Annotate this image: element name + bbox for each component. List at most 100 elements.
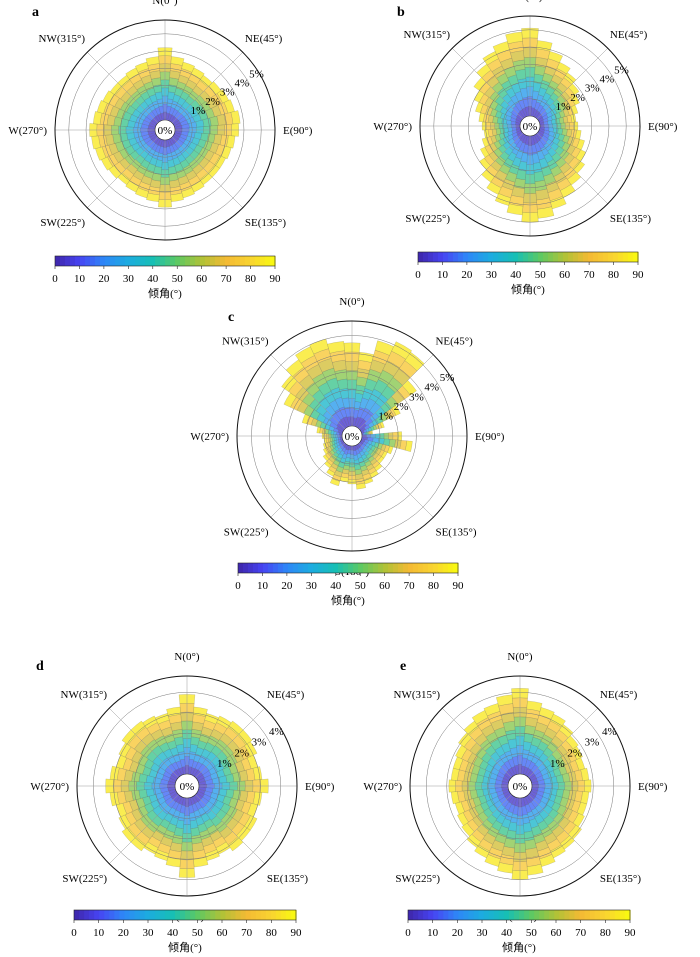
colorbar-tick-label: 40 <box>510 269 522 281</box>
radial-tick-label: 5% <box>249 68 264 80</box>
colorbar-tick-label: 60 <box>559 269 571 281</box>
grid-spoke <box>452 48 524 120</box>
radial-tick-label: 1% <box>378 411 393 423</box>
radial-tick-label: 2% <box>570 92 585 104</box>
colorbar-tick-label: 60 <box>551 927 563 939</box>
outer-circle <box>409 675 631 897</box>
direction-label: NE(45°) <box>435 336 473 348</box>
direction-label: NE(45°) <box>600 689 638 701</box>
rose-petal <box>532 51 563 118</box>
colorbar-tick-label: 50 <box>355 580 367 592</box>
radial-tick-label: 5% <box>440 372 455 384</box>
colorbar-label: 倾角(°) <box>331 594 365 607</box>
panel-label: e <box>400 659 406 674</box>
colorbar-tick-label: 80 <box>266 927 278 939</box>
rose-panel-b: b 0% 1%2%3%4%5% N(0°) NE(45°) E(90°) SE(135°) S… <box>373 0 677 296</box>
colorbar-tick-label: 30 <box>123 273 135 285</box>
direction-label: NW(315°) <box>394 689 441 701</box>
rose-petal <box>281 374 346 431</box>
colorbar-tick-label: 20 <box>461 269 473 281</box>
colorbar-tick-label: 30 <box>143 927 155 939</box>
rose-petal <box>356 341 412 428</box>
colorbar-tick-label: 60 <box>379 580 391 592</box>
rose-petal <box>480 130 522 158</box>
rose-petal <box>166 706 187 775</box>
rose-petal <box>309 338 350 428</box>
rose-petal <box>535 72 577 120</box>
rose-petal <box>455 788 510 815</box>
radial-tick-label: 3% <box>220 87 235 99</box>
radial-tick-label: 1% <box>556 101 571 113</box>
rose-petal <box>195 729 253 780</box>
direction-label: N(0°) <box>152 0 178 7</box>
rose-petal <box>187 706 208 775</box>
rose-petal <box>522 707 555 776</box>
grid-spoke <box>358 354 434 430</box>
grid-spoke <box>442 708 512 778</box>
rose-petal <box>110 82 159 125</box>
colorbar-tick-label: 20 <box>452 927 464 939</box>
colorbar-tick-label: 80 <box>245 273 257 285</box>
colorbar-tick-label: 30 <box>486 269 498 281</box>
grid-spoke <box>109 794 179 864</box>
rose-petal <box>538 94 580 122</box>
radial-tick-label: 4% <box>602 726 617 738</box>
direction-label: SW(225°) <box>224 526 269 538</box>
colorbar-label: 倾角(°) <box>148 287 182 300</box>
grid-spoke <box>171 52 243 124</box>
rose-petal <box>361 436 413 452</box>
colorbar-label: 倾角(°) <box>502 941 536 954</box>
direction-label: NW(315°) <box>222 336 269 348</box>
grid-spoke <box>358 442 434 518</box>
rose-petal <box>96 100 157 128</box>
direction-label: W(270°) <box>8 125 47 137</box>
rose-petal <box>481 132 525 183</box>
rose-petal <box>453 756 510 784</box>
rose-panel-c: c 0% 1%2%3%4%5% N(0°) NE(45°) E(90°) SE(135°) S… <box>190 296 504 607</box>
colorbar-tick-label: 0 <box>235 580 241 592</box>
radial-tick-label: 1% <box>191 105 206 117</box>
direction-label: W(270°) <box>190 431 229 443</box>
direction-label: SW(225°) <box>405 213 450 225</box>
radial-tick-label: 2% <box>394 401 409 413</box>
rose-petal <box>125 67 161 122</box>
grid-spoke <box>87 136 159 208</box>
radial-tick-label: 4% <box>600 74 615 86</box>
rose-petal <box>520 700 543 775</box>
rose-petal <box>116 788 177 818</box>
direction-label: SW(225°) <box>40 217 85 229</box>
colorbar-label: 倾角(°) <box>511 283 545 296</box>
rose-petal <box>165 797 187 868</box>
rose-petal <box>109 765 176 786</box>
colorbar-tick-label: 0 <box>405 927 411 939</box>
rose-petal <box>530 757 585 784</box>
direction-label: E(90°) <box>283 125 313 137</box>
rose-petal <box>531 767 590 786</box>
rose-petal <box>102 90 157 126</box>
rose-petal <box>169 138 205 193</box>
direction-label: NE(45°) <box>610 29 648 41</box>
colorbar-tick-label: 70 <box>221 273 233 285</box>
colorbar: 0 10 20 30 40 50 60 70 80 90 倾角(°) <box>52 255 281 300</box>
colorbar-tick-label: 90 <box>633 269 645 281</box>
colorbar-tick-label: 10 <box>74 273 86 285</box>
rose-petal <box>466 794 514 848</box>
direction-label: E(90°) <box>648 121 678 133</box>
direction-label: NE(45°) <box>245 33 283 45</box>
rose-petal <box>538 128 585 151</box>
rose-petal <box>171 81 222 125</box>
direction-label: N(0°) <box>174 651 200 663</box>
rose-petal <box>528 735 579 780</box>
colorbar-tick-label: 60 <box>217 927 229 939</box>
rose-petal <box>530 40 553 117</box>
rose-petal <box>505 31 530 117</box>
rose-petal <box>196 741 258 782</box>
direction-label: W(270°) <box>30 781 69 793</box>
colorbar-tick-label: 60 <box>196 273 208 285</box>
panel-label: b <box>397 5 405 20</box>
radial-tick-label: 0% <box>158 125 173 137</box>
direction-label: NW(315°) <box>39 33 86 45</box>
rose-petal <box>198 766 263 786</box>
rose-petal <box>121 792 179 843</box>
colorbar-tick-label: 0 <box>52 273 58 285</box>
